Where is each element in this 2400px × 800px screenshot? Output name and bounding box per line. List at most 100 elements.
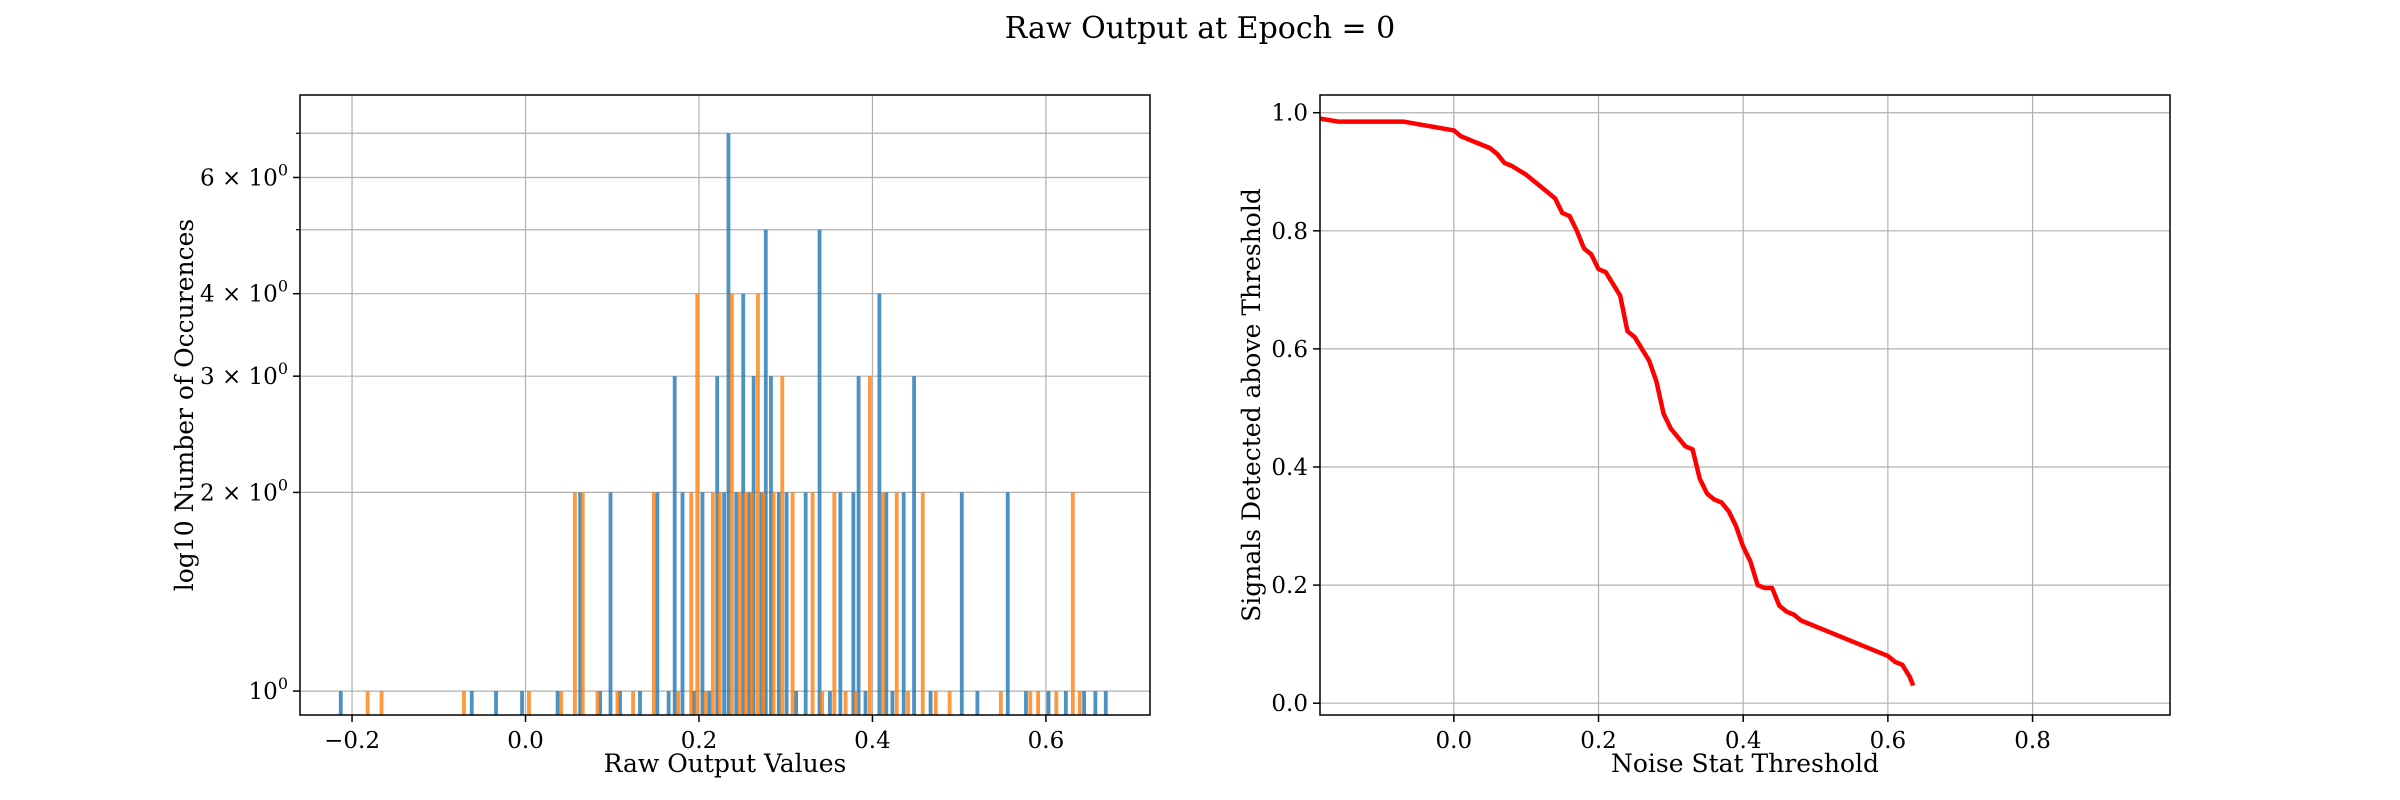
histogram-bar-blue	[1063, 691, 1068, 715]
histogram-bar-blue	[747, 492, 752, 715]
histogram-bar-orange	[631, 691, 635, 715]
histogram-y-tick-label: 6 × 100	[200, 160, 288, 191]
line-y-tick-label: 0.2	[1271, 573, 1308, 599]
histogram-bar-blue	[838, 492, 843, 715]
histogram-bar-orange	[651, 492, 656, 715]
histogram-bar-blue	[851, 492, 856, 715]
histogram-x-ticks: −0.2 0.0 0.2 0.4 0.6	[324, 715, 1064, 754]
histogram-x-tick-label: −0.2	[324, 728, 380, 754]
histogram-bar-blue	[726, 133, 731, 715]
line-y-tick-label: 0.6	[1271, 337, 1308, 363]
histogram-bar-orange	[906, 691, 910, 715]
histogram-bar-blue	[890, 691, 895, 715]
histogram-bar-orange	[695, 293, 700, 715]
histogram-bar-orange	[365, 691, 370, 715]
histogram-bar-blue	[734, 492, 739, 715]
histogram-bar-blue	[856, 376, 861, 715]
histogram-bar-blue	[598, 691, 603, 715]
line-y-tick-label: 0.8	[1271, 219, 1308, 245]
histogram-bar-orange	[573, 492, 577, 715]
histogram-bar-orange	[749, 492, 754, 715]
histogram-bars	[338, 133, 1108, 716]
histogram-bar-orange	[559, 691, 563, 715]
histogram-bar-orange	[527, 691, 531, 715]
histogram-bar-blue	[578, 492, 583, 715]
histogram-x-tick-label: 0.2	[681, 728, 718, 754]
histogram-bar-orange	[790, 492, 795, 715]
histogram-frame	[299, 94, 1151, 716]
histogram-bar-orange	[717, 492, 722, 715]
histogram-bar-blue	[700, 492, 705, 715]
histogram-bar-orange	[595, 691, 600, 715]
histogram-bar-blue	[338, 691, 343, 715]
line-x-tick-label: 0.0	[1436, 728, 1473, 754]
histogram-bar-blue	[928, 691, 933, 715]
histogram-bar-blue	[1082, 691, 1086, 715]
histogram-y-tick-label: 100	[249, 674, 288, 705]
histogram-bar-blue	[655, 492, 660, 715]
histogram-bar-blue	[884, 492, 889, 715]
histogram-bar-blue	[794, 691, 799, 715]
histogram-x-tick-label: 0.6	[1028, 728, 1065, 754]
histogram-bar-blue	[959, 492, 964, 715]
line-y-axis-label: Signals Detected above Threshold	[1237, 188, 1266, 622]
histogram-bar-orange	[580, 492, 585, 715]
histogram-bar-blue	[1005, 492, 1010, 715]
histogram-bar-blue	[803, 492, 808, 715]
line-y-tick-label: 1.0	[1271, 101, 1308, 127]
histogram-bar-orange	[1036, 691, 1041, 715]
line-y-ticks: 0.0 0.2 0.4 0.6 0.8 1.0	[1271, 101, 1320, 717]
histogram-panel: −0.2 0.0 0.2 0.4 0.6 100 2 × 100 3 × 100 4 × 10…	[170, 94, 1151, 778]
histogram-bar-orange	[880, 492, 885, 715]
histogram-bar-blue	[1103, 691, 1108, 715]
histogram-bar-orange	[1028, 691, 1033, 715]
histogram-bar-blue	[666, 691, 671, 715]
histogram-bar-blue	[618, 691, 622, 715]
histogram-bar-blue	[776, 492, 781, 715]
line-y-tick-label: 0.4	[1271, 455, 1308, 481]
threshold-line-panel: 0.0 0.2 0.4 0.6 0.8 0.0 0.2 0.4 0.6 0.8 1.0 Noise…	[1237, 94, 2171, 778]
histogram-bar-blue	[741, 293, 746, 715]
histogram-x-tick-label: 0.4	[854, 728, 891, 754]
histogram-bar-blue	[912, 376, 916, 715]
histogram-bar-orange	[998, 691, 1003, 715]
histogram-y-ticks: 100 2 × 100 3 × 100 4 × 100 6 × 100	[200, 132, 300, 705]
histogram-bar-orange	[462, 691, 466, 715]
histogram-bar-blue	[638, 691, 642, 715]
histogram-bar-blue	[672, 376, 677, 715]
histogram-bar-blue	[901, 492, 906, 715]
histogram-bar-orange	[689, 492, 694, 715]
histogram-bar-orange	[843, 691, 848, 715]
histogram-bar-blue	[784, 492, 789, 715]
histogram-y-axis-label: log10 Number of Occurences	[170, 219, 199, 592]
histogram-bar-orange	[756, 293, 760, 715]
histogram-y-tick-label: 2 × 100	[200, 475, 288, 506]
histogram-bar-blue	[715, 376, 720, 715]
histogram-bar-orange	[704, 691, 708, 715]
histogram-bar-blue	[769, 376, 773, 715]
line-grid	[1320, 95, 2170, 715]
histogram-bar-blue	[877, 293, 882, 715]
histogram-y-tick-label: 3 × 100	[200, 359, 288, 390]
histogram-bar-orange	[854, 691, 858, 715]
histogram-bar-orange	[379, 691, 384, 715]
histogram-bar-orange	[832, 492, 837, 715]
line-frame	[1319, 94, 2171, 716]
histogram-bar-orange	[761, 492, 766, 715]
histogram-bar-blue	[1093, 691, 1098, 715]
line-y-tick-label: 0.0	[1271, 691, 1308, 717]
histogram-x-tick-label: 0.0	[507, 728, 544, 754]
histogram-bar-orange	[1054, 691, 1059, 715]
histogram-bar-blue	[828, 691, 832, 715]
histogram-bar-blue	[975, 691, 980, 715]
histogram-bar-blue	[608, 492, 613, 715]
histogram-bar-orange	[933, 691, 938, 715]
histogram-bar-blue	[555, 691, 560, 715]
histogram-bar-orange	[615, 691, 620, 715]
histogram-bar-orange	[947, 691, 952, 715]
histogram-bar-orange	[1077, 691, 1082, 715]
histogram-bar-blue	[817, 229, 822, 716]
histogram-bar-orange	[743, 492, 748, 715]
histogram-bar-orange	[867, 376, 872, 715]
